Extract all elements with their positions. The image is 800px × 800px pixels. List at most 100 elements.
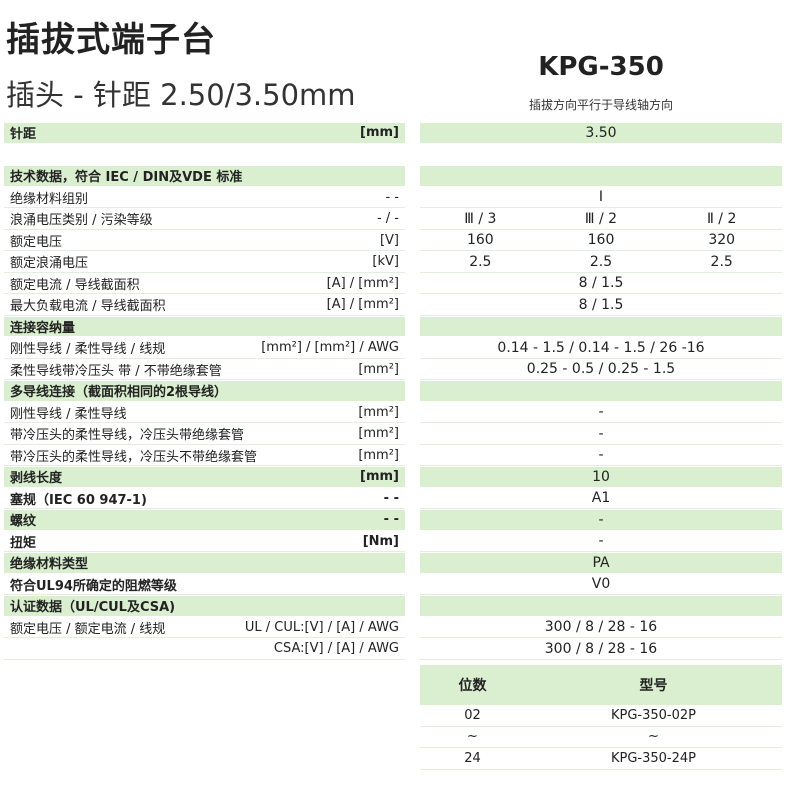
- spec-value: I: [598, 189, 604, 206]
- spec-label-cell: 针距 [mm]: [4, 123, 405, 144]
- spec-label: 塞规（IEC 60 947-1): [10, 492, 147, 508]
- spec-row: 绝缘材料组别 - - I: [0, 188, 800, 210]
- header-positions: 位数: [458, 678, 487, 694]
- spec-row: 绝缘材料类型 PA: [0, 553, 800, 575]
- spec-value: 10: [592, 468, 610, 485]
- spec-value: Ⅲ / 2: [584, 210, 618, 227]
- spec-unit: [mm²]: [358, 404, 399, 420]
- spec-label-cell: 额定浪涌电压 [kV]: [4, 252, 405, 273]
- spec-value: -: [598, 425, 604, 442]
- spec-value: 160: [587, 232, 615, 249]
- spec-row: 刚性导线 / 柔性导线 [mm²] -: [0, 403, 800, 425]
- model-name: KPG-350: [538, 52, 664, 82]
- spec-label: 额定电压: [10, 234, 63, 250]
- spec-value-cell: 300 / 8 / 28 - 16: [420, 618, 782, 638]
- spec-value-cell: 0.25 - 0.5 / 0.25 - 1.5: [420, 360, 782, 380]
- spec-label: 刚性导线 / 柔性导线 / 线规: [10, 342, 166, 358]
- spec-label-cell: CSA:[V] / [A] / AWG: [4, 639, 405, 660]
- spec-value: -: [598, 447, 604, 464]
- order-row: ~ ~: [420, 727, 782, 748]
- spec-value-cell: [420, 166, 782, 187]
- part-number: KPG-350-02P: [610, 707, 696, 723]
- spec-value: A1: [591, 490, 611, 507]
- spec-value-cell: 160 160 320: [420, 231, 782, 251]
- spec-row: 扭矩 [Nm] -: [0, 532, 800, 554]
- spec-row: 符合UL94所确定的阻燃等级 V0: [0, 575, 800, 597]
- part-number: KPG-350-24P: [610, 750, 696, 766]
- order-row: 24 KPG-350-24P: [420, 748, 782, 770]
- spec-label-cell: 带冷压头的柔性导线，冷压头不带绝缘套管 [mm²]: [4, 446, 405, 466]
- spec-label-cell: 额定电压 [V]: [4, 231, 405, 251]
- spec-label: 最大负载电流 / 导线截面积: [10, 299, 166, 315]
- spec-value-cell: [420, 316, 782, 337]
- spec-label: 绝缘材料类型: [10, 557, 89, 573]
- spec-unit: [V]: [379, 232, 399, 248]
- spec-value-cell: -: [420, 403, 782, 423]
- spec-label-cell: 绝缘材料组别 - -: [4, 188, 405, 208]
- spec-value-cell: 8 / 1.5: [420, 274, 782, 294]
- spec-row: 连接容纳量: [0, 316, 800, 339]
- spec-value: 2.5: [710, 253, 733, 270]
- spec-label: 额定电流 / 导线截面积: [10, 277, 140, 293]
- spec-value-cell: 10: [420, 467, 782, 488]
- spec-value-cell: -: [420, 446, 782, 466]
- spec-unit: [A] / [mm²]: [326, 297, 399, 313]
- spec-value: -: [598, 404, 604, 421]
- spec-value: 3.50: [585, 124, 617, 141]
- spec-value: 2.5: [589, 253, 613, 270]
- spec-label: 针距: [10, 127, 37, 143]
- spec-label-cell: 带冷压头的柔性导线，冷压头带绝缘套管 [mm²]: [4, 424, 405, 445]
- order-table: 位数 型号 02 KPG-350-02P ~ ~ 24 KPG-350-24P: [420, 665, 782, 770]
- spec-label: 连接容纳量: [10, 320, 76, 336]
- spec-row: 额定电流 / 导线截面积 [A] / [mm²] 8 / 1.5: [0, 274, 800, 296]
- spec-value-cell: Ⅲ / 3 Ⅲ / 2 Ⅱ / 2: [420, 209, 782, 230]
- spec-value-cell: -: [420, 532, 782, 552]
- spec-unit: [mm²]: [358, 361, 399, 377]
- spec-label-cell: 塞规（IEC 60 947-1) - -: [4, 489, 405, 509]
- spec-value: PA: [592, 554, 610, 571]
- spec-value-cell: [420, 596, 782, 617]
- spec-row: 额定浪涌电压 [kV] 2.5 2.5 2.5: [0, 252, 800, 274]
- spec-value-cell: A1: [420, 489, 782, 509]
- spec-row: [0, 145, 800, 167]
- page-title: 插拔式端子台: [6, 20, 216, 60]
- order-row: 02 KPG-350-02P: [420, 705, 782, 727]
- spec-unit: [mm²] / [mm²] / AWG: [261, 340, 399, 356]
- spec-label-cell: 认证数据（UL/CUL及CSA): [4, 596, 405, 617]
- spec-unit: [mm²]: [358, 447, 399, 463]
- spec-value: Ⅲ / 3: [464, 210, 497, 227]
- order-table-header: 位数 型号: [420, 665, 782, 705]
- spec-label-cell: 连接容纳量: [4, 316, 405, 337]
- spec-label-cell: 剥线长度 [mm]: [4, 467, 405, 488]
- spec-unit: [mm]: [360, 469, 399, 485]
- spec-label-cell: 刚性导线 / 柔性导线 [mm²]: [4, 403, 405, 423]
- spec-value: 300 / 8 / 28 - 16: [544, 619, 658, 636]
- spec-value: -: [598, 511, 604, 528]
- spec-row: 针距 [mm] 3.50: [0, 123, 800, 145]
- spec-value: 0.14 - 1.5 / 0.14 - 1.5 / 26 -16: [497, 339, 705, 356]
- spec-table: 针距 [mm] 3.50 技术数据，符合 IEC / DIN及VDE 标准 绝缘材料组别…: [0, 123, 800, 661]
- spec-value-cell: PA: [420, 553, 782, 574]
- spec-value: V0: [591, 576, 611, 593]
- spec-label: 浪涌电压类别 / 污染等级: [10, 213, 153, 229]
- spec-unit: - -: [383, 490, 399, 506]
- header-part-number: 型号: [639, 678, 668, 694]
- positions: ~: [467, 729, 478, 745]
- spec-label-cell: 额定电流 / 导线截面积 [A] / [mm²]: [4, 274, 405, 294]
- spec-row: 认证数据（UL/CUL及CSA): [0, 596, 800, 618]
- spec-label: 额定电压 / 额定电流 / 线规: [10, 621, 166, 637]
- spec-row: 技术数据，符合 IEC / DIN及VDE 标准: [0, 166, 800, 188]
- spec-label-cell: [4, 145, 405, 166]
- spec-label: 符合UL94所确定的阻燃等级: [10, 578, 177, 594]
- spec-label-cell: 浪涌电压类别 / 污染等级 - / -: [4, 209, 405, 230]
- spec-value-cell: -: [420, 424, 782, 445]
- spec-value-cell: 8 / 1.5: [420, 295, 782, 316]
- spec-value: 0.25 - 0.5 / 0.25 - 1.5: [526, 361, 676, 378]
- spec-label: 认证数据（UL/CUL及CSA): [10, 600, 176, 616]
- spec-unit: - -: [383, 512, 399, 528]
- spec-row: 多导线连接（截面积相同的2根导线）: [0, 381, 800, 403]
- positions: 24: [464, 750, 481, 766]
- spec-label: 额定浪涌电压: [10, 256, 89, 272]
- spec-row: 额定电压 [V] 160 160 320: [0, 231, 800, 253]
- spec-label: 绝缘材料组别: [10, 191, 89, 207]
